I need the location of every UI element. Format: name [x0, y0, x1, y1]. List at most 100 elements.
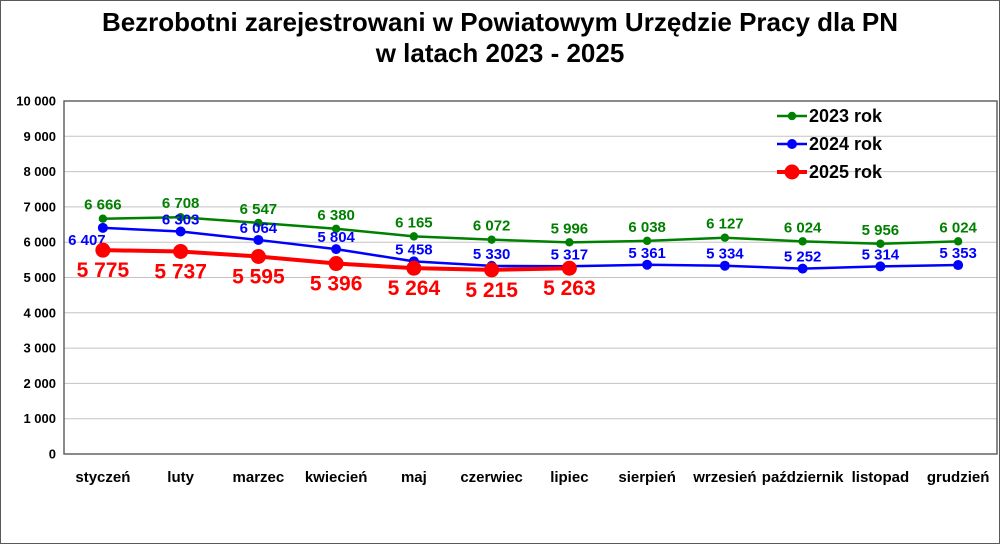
x-axis-label: czerwiec [460, 469, 523, 486]
data-label: 6 708 [162, 195, 200, 212]
data-label: 5 996 [551, 220, 589, 237]
data-label: 5 458 [395, 241, 433, 258]
data-label: 5 361 [628, 245, 666, 262]
x-axis-label: październik [762, 469, 844, 486]
series-line-2024-rok [101, 226, 960, 270]
data-label: 5 804 [317, 229, 355, 246]
y-tick-label: 3 000 [23, 341, 56, 356]
data-label: 5 263 [543, 277, 596, 300]
data-point-marker [719, 260, 730, 271]
data-label: 6 407 [68, 232, 106, 249]
data-label: 5 595 [232, 265, 285, 288]
legend-label-2023: 2023 rok [809, 105, 883, 126]
data-label: 5 956 [862, 222, 900, 239]
data-point-marker [95, 242, 111, 258]
data-label: 6 303 [162, 212, 200, 229]
data-point-marker [97, 222, 108, 233]
data-point-marker [254, 218, 263, 228]
data-point-marker [561, 260, 577, 276]
data-label: 6 038 [628, 219, 666, 236]
x-axis-label: styczeń [75, 469, 130, 486]
data-label: 6 072 [473, 218, 511, 235]
data-label: 6 380 [317, 207, 355, 224]
chart-title: Bezrobotni zarejestrowani w Powiatowym U… [1, 7, 999, 69]
data-label: 5 317 [551, 246, 589, 263]
y-tick-label: 2 000 [23, 376, 56, 391]
data-label: 5 314 [862, 246, 900, 263]
series-line-2023-rok [101, 215, 960, 246]
y-tick-label: 1 000 [23, 411, 56, 426]
data-label: 5 330 [473, 246, 511, 263]
x-axis-label: luty [167, 469, 194, 486]
x-axis-label: lipiec [550, 469, 588, 486]
x-axis-label: listopad [852, 469, 910, 486]
y-tick-label: 10 000 [16, 94, 56, 109]
legend-label-2024: 2024 rok [809, 133, 883, 154]
plot-border [63, 100, 998, 455]
y-tick-label: 9 000 [23, 129, 56, 144]
data-point-marker [565, 238, 574, 247]
chart-title-line1: Bezrobotni zarejestrowani w Powiatowym U… [101, 7, 899, 37]
x-axis-label: maj [401, 469, 427, 486]
data-point-marker [331, 244, 342, 255]
y-tick-label: 0 [49, 447, 56, 462]
data-label: 5 396 [310, 273, 363, 296]
legend-marker-2024-icon [777, 139, 807, 149]
data-point-marker [642, 236, 652, 246]
legend-label-2025: 2025 rok [809, 161, 883, 182]
y-tick-label: 8 000 [23, 164, 56, 179]
legend: 2023 rok 2024 rok 2025 rok [777, 102, 882, 186]
data-label: 6 547 [240, 201, 278, 218]
data-point-marker [406, 260, 422, 276]
legend-marker-2025-icon [777, 164, 807, 180]
chart-title-line2: w latach 2023 - 2025 [375, 38, 625, 68]
data-point-marker [176, 213, 185, 222]
data-point-marker [876, 239, 885, 248]
data-point-marker [331, 224, 341, 233]
data-point-marker [642, 259, 653, 270]
x-axis-label: marzec [233, 469, 285, 486]
data-point-marker [250, 248, 266, 264]
legend-item-2024: 2024 rok [777, 130, 882, 158]
data-point-marker [409, 232, 419, 241]
data-label: 6 127 [706, 216, 744, 233]
data-label: 5 737 [154, 260, 207, 283]
data-label: 6 024 [784, 219, 822, 236]
data-point-marker [173, 243, 189, 259]
data-point-marker [953, 260, 964, 271]
data-label: 5 353 [939, 245, 977, 262]
x-axis-label: grudzień [927, 469, 990, 486]
data-point-marker [487, 235, 496, 244]
data-point-marker [175, 226, 186, 237]
data-point-marker [798, 237, 807, 246]
data-point-marker [797, 263, 808, 274]
legend-item-2023: 2023 rok [777, 102, 882, 130]
data-label: 6 666 [84, 197, 122, 214]
data-label: 5 215 [465, 279, 518, 302]
data-label: 6 165 [395, 214, 433, 231]
y-tick-label: 5 000 [23, 270, 56, 285]
data-point-marker [484, 262, 500, 278]
x-axis-label: kwiecień [305, 469, 368, 486]
y-tick-label: 7 000 [23, 199, 56, 214]
legend-dot [787, 139, 797, 149]
legend-item-2025: 2025 rok [777, 158, 882, 186]
data-point-marker [953, 237, 963, 246]
y-tick-label: 6 000 [23, 235, 56, 250]
data-point-marker [98, 214, 108, 223]
data-point-marker [328, 256, 344, 272]
legend-dot [784, 164, 800, 180]
data-point-marker [720, 233, 730, 242]
data-label: 5 264 [388, 277, 441, 300]
y-tick-label: 4 000 [23, 305, 56, 320]
data-label: 5 334 [706, 246, 744, 263]
data-label: 5 252 [784, 249, 822, 266]
legend-marker-2023-icon [777, 111, 807, 121]
data-point-marker [875, 261, 886, 272]
x-axis-label: wrzesień [692, 469, 756, 486]
data-label: 5 775 [77, 259, 130, 282]
data-label: 6 024 [939, 219, 977, 236]
data-point-marker [253, 234, 264, 245]
